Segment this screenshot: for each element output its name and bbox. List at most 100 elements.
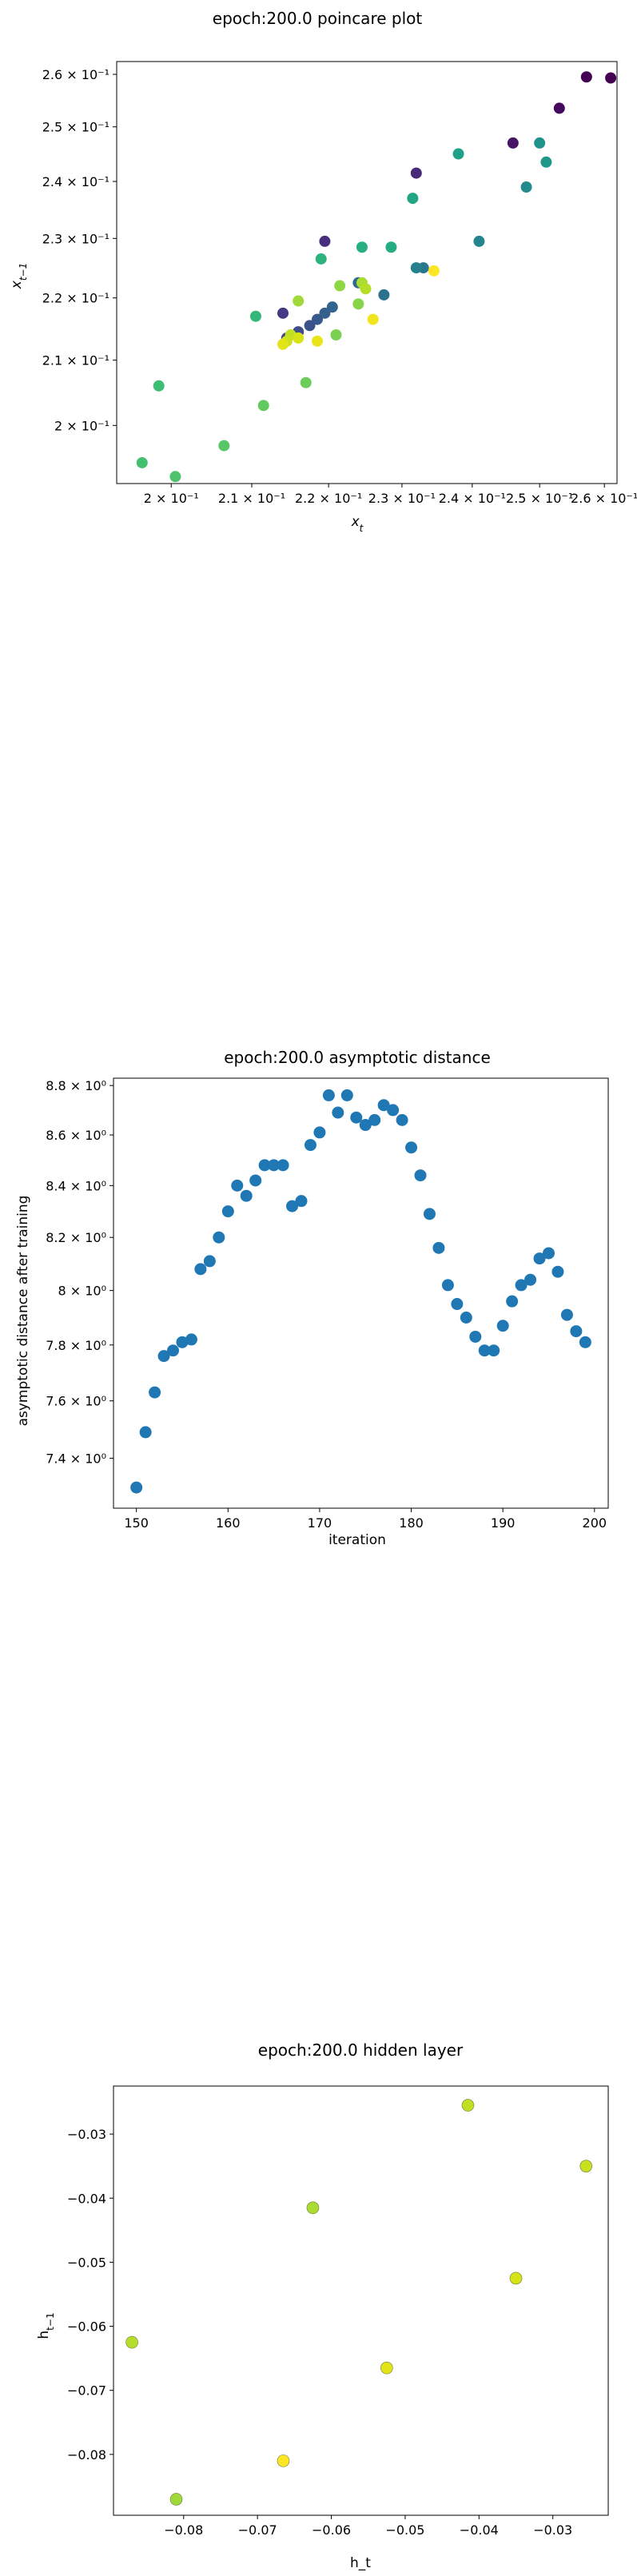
y-tick-label: 2 × 10⁻¹ xyxy=(54,418,109,433)
poincare-plot-area: 2 × 10⁻¹ 2.1 × 10⁻¹ 2.2 × 10⁻¹ 2.3 × 10⁻¹ 2.… xyxy=(42,61,637,506)
data-point xyxy=(553,102,565,114)
data-point xyxy=(176,1336,189,1348)
data-point xyxy=(306,2201,320,2215)
data-point xyxy=(311,313,323,325)
hidden-layer-chart-svg: epoch:200.0 hidden layer −0.08 −0.07 −0.06… xyxy=(36,2040,609,2571)
data-point xyxy=(380,2361,393,2375)
data-point xyxy=(125,2335,138,2349)
data-point xyxy=(461,2099,475,2112)
data-point xyxy=(423,1208,436,1220)
data-point xyxy=(218,440,230,452)
x-tick-label: −0.04 xyxy=(460,2522,499,2538)
plot-frame xyxy=(113,1077,609,1509)
data-point xyxy=(304,320,316,332)
x-tick-label: 150 xyxy=(124,1515,149,1531)
distance-chart: epoch:200.0 asymptotic distance 150 160 17… xyxy=(0,1039,637,1583)
data-point xyxy=(533,1252,546,1265)
data-point xyxy=(258,1159,271,1172)
data-point xyxy=(579,2160,593,2172)
data-point xyxy=(130,1481,143,1494)
x-tick-label: −0.08 xyxy=(164,2522,203,2538)
y-tick-label: 2.3 × 10⁻¹ xyxy=(42,231,109,246)
y-tick-label: 2.4 × 10⁻¹ xyxy=(42,174,109,189)
data-point xyxy=(221,1205,234,1218)
data-point xyxy=(367,313,379,325)
data-point xyxy=(153,380,165,392)
data-point xyxy=(203,1255,216,1268)
data-point xyxy=(332,1106,344,1119)
y-tick-label: 8.6 × 10⁰ xyxy=(46,1128,106,1143)
data-point xyxy=(277,1159,289,1172)
y-tick-label: −0.07 xyxy=(67,2383,106,2399)
data-point xyxy=(149,1386,161,1399)
distance-plot-area: 150 160 170 180 190 200 7.4 × 10⁰ 7.6 × 10⁰ 7.8 … xyxy=(46,1077,609,1531)
data-point xyxy=(570,1325,583,1338)
y-tick-label: −0.06 xyxy=(67,2319,106,2335)
distance-chart-svg: epoch:200.0 asymptotic distance 150 160 17… xyxy=(15,1048,609,1548)
data-point xyxy=(506,1295,519,1308)
data-point xyxy=(368,1113,381,1126)
plot-frame xyxy=(116,61,618,484)
data-point xyxy=(580,71,592,83)
data-point xyxy=(534,137,546,149)
y-tick-label: 7.6 × 10⁰ xyxy=(46,1394,106,1409)
x-tick-label: 2.4 × 10⁻¹ xyxy=(439,491,506,506)
x-tick-label: −0.03 xyxy=(533,2522,572,2538)
data-point xyxy=(515,1279,528,1292)
data-point xyxy=(432,1241,445,1254)
data-point xyxy=(240,1189,253,1202)
poincare-chart: epoch:200.0 poincare plot 2 × 10⁻¹ 2.1 × … xyxy=(0,0,637,559)
hidden-layer-xlabel: h_t xyxy=(350,2555,371,2571)
x-tick-label: 2.5 × 10⁻¹ xyxy=(506,491,573,506)
data-point xyxy=(194,1263,207,1276)
data-point xyxy=(452,148,464,160)
data-point xyxy=(257,400,269,412)
data-point xyxy=(326,301,338,313)
data-point xyxy=(507,137,519,149)
x-tick-label: 200 xyxy=(583,1515,607,1531)
x-tick-label: 2.1 × 10⁻¹ xyxy=(218,491,285,506)
hidden-layer-chart: epoch:200.0 hidden layer −0.08 −0.07 −0.06… xyxy=(0,2030,637,2576)
data-point xyxy=(410,262,422,274)
data-point xyxy=(277,338,289,350)
data-point xyxy=(469,1330,482,1343)
data-point xyxy=(405,1141,418,1154)
data-point xyxy=(249,310,261,322)
hidden-layer-title: epoch:200.0 hidden layer xyxy=(258,2040,464,2060)
y-tick-label: 2.6 × 10⁻¹ xyxy=(42,67,109,82)
data-point xyxy=(136,456,148,468)
y-tick-label: 8.8 × 10⁰ xyxy=(46,1078,106,1093)
data-point xyxy=(157,1350,170,1363)
data-point xyxy=(509,2271,523,2285)
data-point xyxy=(473,235,485,247)
data-point xyxy=(488,1344,500,1357)
data-point xyxy=(313,1126,326,1139)
data-point xyxy=(520,181,532,193)
hidden-layer-plot-area: −0.08 −0.07 −0.06 −0.05 −0.04 −0.03 −0.08 −0.07… xyxy=(67,2085,609,2538)
data-point xyxy=(414,1169,427,1182)
poincare-ylabel: xt−1 xyxy=(9,263,29,289)
data-point xyxy=(185,1333,197,1346)
data-point xyxy=(460,1312,472,1324)
data-point xyxy=(304,1139,317,1152)
y-tick-label: 2.1 × 10⁻¹ xyxy=(42,353,109,368)
x-tick-label: 2 × 10⁻¹ xyxy=(144,491,199,506)
data-point xyxy=(478,1344,491,1357)
data-point xyxy=(352,298,364,310)
y-tick-label: 2.2 × 10⁻¹ xyxy=(42,291,109,306)
y-tick-label: −0.04 xyxy=(67,2191,106,2206)
data-point xyxy=(356,241,368,253)
data-point xyxy=(605,72,617,84)
data-point xyxy=(542,1247,555,1260)
y-tick-label: −0.05 xyxy=(67,2255,106,2270)
poincare-title: epoch:200.0 poincare plot xyxy=(213,9,423,28)
data-point xyxy=(560,1308,573,1321)
poincare-xlabel: xt xyxy=(351,514,364,534)
x-tick-label: 190 xyxy=(491,1515,516,1531)
plot-frame xyxy=(113,2085,609,2516)
data-point xyxy=(295,1195,308,1208)
x-tick-label: 170 xyxy=(308,1515,332,1531)
data-point xyxy=(496,1320,509,1332)
data-point xyxy=(340,1089,353,1101)
x-tick-label: −0.06 xyxy=(312,2522,351,2538)
